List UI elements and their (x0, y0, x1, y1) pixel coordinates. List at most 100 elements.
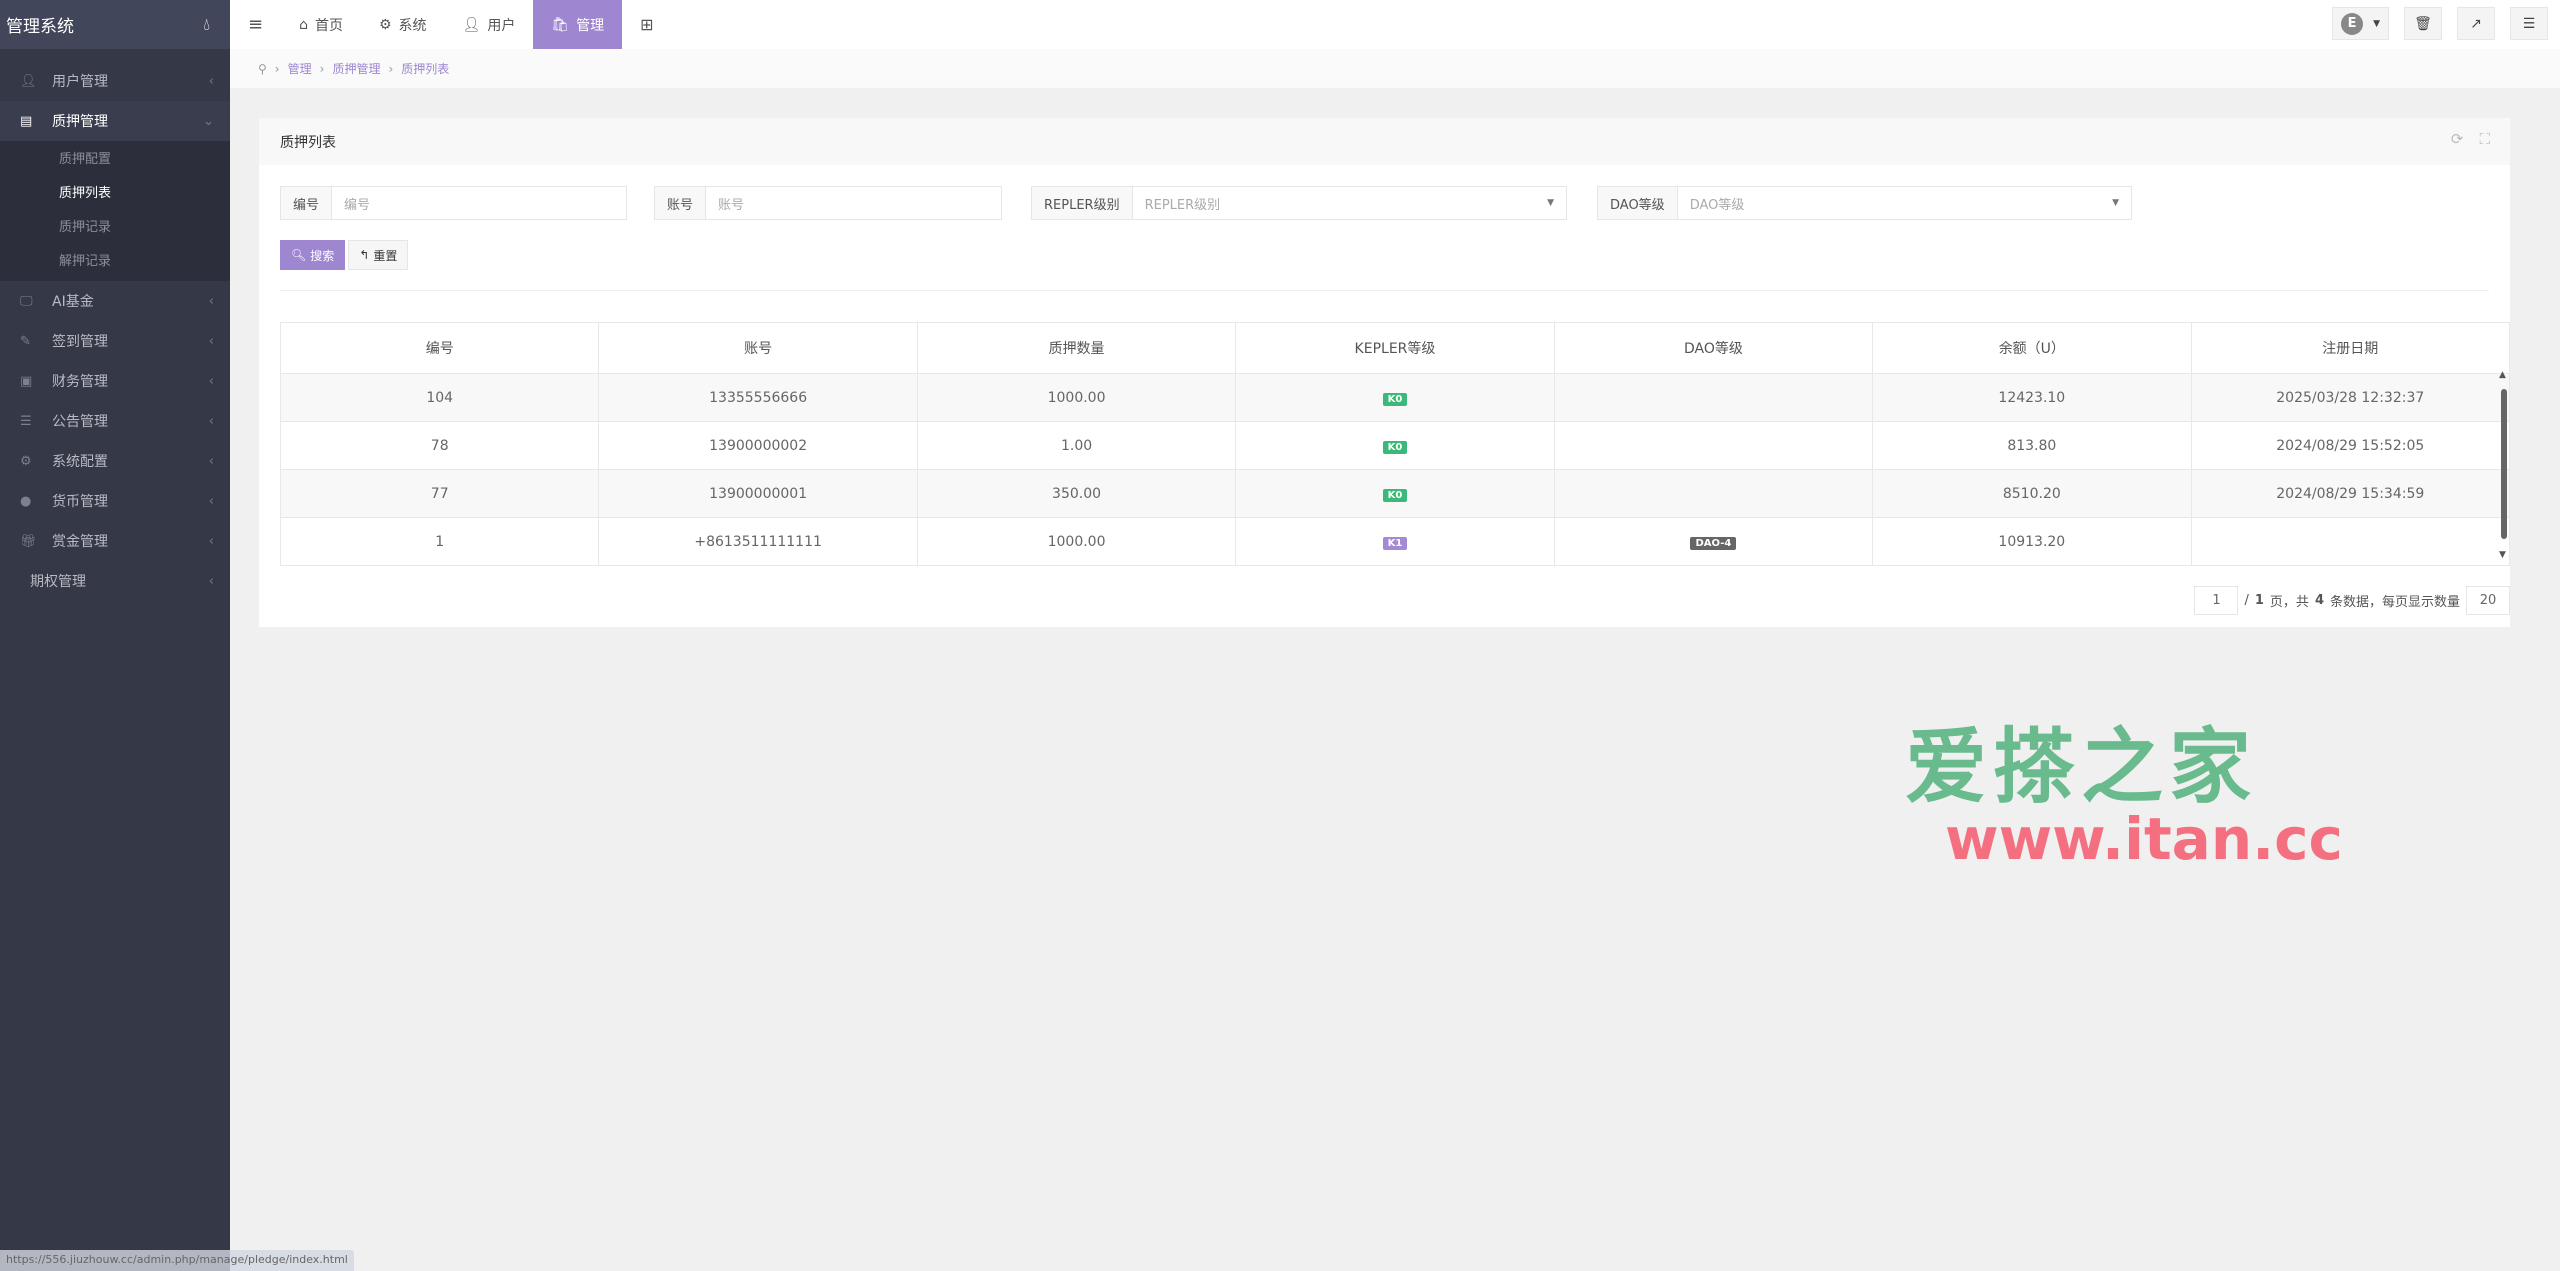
undo-icon: ↰ (359, 248, 370, 262)
chevron-left-icon: ‹ (208, 373, 214, 389)
pager-text: 页，共 (2269, 595, 2309, 610)
cell-kepler: K0 (1235, 421, 1555, 470)
breadcrumb-item[interactable]: 质押列表 (401, 62, 450, 76)
chevron-left-icon: ‹ (208, 533, 214, 549)
divider (280, 290, 2489, 291)
gear-icon: ⚙ (378, 16, 392, 33)
sidebar-item[interactable]: ▤ 质押管理 ⌄ (0, 101, 230, 141)
filter-input[interactable]: 账号 (706, 187, 1001, 219)
cell-kepler: K0 (1235, 469, 1555, 518)
cell-balance: 8510.20 (1872, 469, 2192, 518)
menu-toggle-button[interactable]: ≡ (248, 14, 264, 35)
nav-tab-label: 系统 (398, 17, 427, 34)
table-row: 78 13900000002 1.00 K0 813.80 2024/08/29 15:5… (279, 421, 2511, 470)
pager-text: 条数据，每页显示数量 (2329, 595, 2460, 610)
caret-down-icon: ▼ (2373, 18, 2380, 29)
filter-select[interactable]: DAO等级 ▼ (1678, 187, 2131, 219)
sidebar-item[interactable]: 🎁︎ 赏金管理 ‹ (0, 521, 230, 561)
filter-label: DAO等级 (1598, 187, 1678, 219)
nav-tab-label: 管理 (576, 17, 605, 34)
cell-dao (1553, 373, 1874, 422)
total-count: 4 (2314, 593, 2324, 608)
cell-date: 2024/08/29 15:52:05 (2190, 421, 2511, 470)
sidebar-item-label: 签到管理 (52, 334, 108, 350)
sidebar-item[interactable]: 期权管理 ‹ (0, 561, 230, 601)
user-menu-button[interactable]: E ▼ (2332, 7, 2389, 40)
cell-account: +8613511111111 (598, 517, 918, 566)
settings-panel-button[interactable]: ☰ (2510, 7, 2548, 40)
fullscreen-icon[interactable]: ⛶ (2479, 130, 2490, 148)
sidebar-item[interactable]: ⚙ 系统配置 ‹ (0, 441, 230, 481)
cell-balance: 10913.20 (1872, 517, 2192, 566)
cell-amount: 350.00 (916, 469, 1237, 518)
cell-account: 13900000001 (598, 469, 918, 518)
scroll-down-icon[interactable]: ▼ (2499, 550, 2506, 560)
cell-amount: 1.00 (916, 421, 1237, 470)
money-icon: ▣ (20, 373, 33, 389)
kepler-badge: K0 (1382, 488, 1408, 502)
cell-dao (1553, 469, 1874, 518)
column-header: 编号 (279, 322, 600, 374)
page-input[interactable]: 1 (2194, 586, 2239, 615)
nav-tab[interactable]: ⌂ 首页 (281, 0, 361, 49)
cell-amount: 1000.00 (916, 373, 1237, 422)
sidebar-item[interactable]: 👤︎ 用户管理 ‹ (0, 61, 230, 101)
edit-icon: ✎ (20, 333, 31, 349)
sidebar-subitem[interactable]: 质押记录 (59, 220, 112, 235)
kepler-badge: K1 (1382, 536, 1408, 550)
placeholder: DAO等级 (1689, 197, 1745, 213)
sidebar-subitem[interactable]: 质押列表 (59, 186, 112, 201)
nav-tab[interactable]: ⚙ 系统 (361, 0, 445, 49)
sidebar-item-label: AI基金 (52, 294, 94, 310)
column-header: DAO等级 (1553, 322, 1874, 374)
refresh-icon[interactable]: ⟳ (2450, 130, 2464, 148)
kepler-badge: K0 (1382, 440, 1408, 454)
sidebar-subitem[interactable]: 质押配置 (59, 152, 112, 167)
nav-tab[interactable]: 🛍︎ 管理 (533, 0, 623, 49)
user-icon: 👤︎ (462, 16, 481, 33)
cell-account: 13900000002 (598, 421, 918, 470)
trash-icon: 🗑︎ (2414, 15, 2432, 32)
sidebar-item[interactable]: ✎ 签到管理 ‹ (0, 321, 230, 361)
watermark: 爱搽之家 www.itan.cc (1895, 700, 2455, 880)
sidebar-item[interactable]: ● 货币管理 ‹ (0, 481, 230, 521)
sidebar-item[interactable]: 🖵 AI基金 ‹ (0, 281, 230, 321)
placeholder: 账号 (718, 197, 745, 213)
sidebar-item[interactable]: ☰ 公告管理 ‹ (0, 401, 230, 441)
nav-tab[interactable]: 👤︎ 用户 (445, 0, 534, 49)
status-bar-url: https://556.jiuzhouw.cc/admin.php/manage… (0, 1250, 354, 1271)
chevron-left-icon: ‹ (208, 573, 214, 589)
pagination: 1 / 1 页，共 4 条数据，每页显示数量 20 (2194, 586, 2510, 615)
external-link-icon: ↗ (2470, 15, 2482, 32)
nav-tab-label: 用户 (487, 17, 516, 34)
open-site-button[interactable]: ↗ (2457, 7, 2495, 40)
shopping-bag-icon: 🛍︎ (551, 16, 570, 33)
filter-select[interactable]: REPLER级别 ▼ (1133, 187, 1566, 219)
clear-cache-button[interactable]: 🗑︎ (2404, 7, 2442, 40)
sidebar-subitem[interactable]: 解押记录 (59, 254, 112, 269)
theme-drop-icon[interactable]: 💧︎ (203, 14, 210, 35)
home-icon: ⌂ (299, 16, 308, 33)
cell-id: 77 (279, 469, 600, 518)
search-button[interactable]: 🔍︎ 搜索 (280, 240, 346, 270)
nav-tab-label: 首页 (314, 17, 343, 34)
table-row: 1 +8613511111111 1000.00 K1 DAO-4 10913.20 (279, 517, 2511, 566)
gift-icon: 🎁︎ (20, 533, 37, 549)
chevron-left-icon: ‹ (208, 453, 214, 469)
table-scrollbar[interactable]: ▲ ▼ (2498, 370, 2510, 560)
sidebar-item[interactable]: ▣ 财务管理 ‹ (0, 361, 230, 401)
sidebar-item-label: 财务管理 (52, 374, 108, 390)
per-page-input[interactable]: 20 (2466, 586, 2510, 615)
sidebar-item-label: 质押管理 (52, 114, 108, 130)
filter-group: DAO等级 DAO等级 ▼ (1597, 186, 2132, 220)
filter-label: 账号 (655, 187, 707, 219)
filter-input[interactable]: 编号 (332, 187, 626, 219)
apps-grid-icon[interactable]: ⊞ (640, 15, 654, 34)
scrollbar-thumb[interactable] (2501, 389, 2507, 539)
filter-group: 账号 账号 (654, 186, 1002, 220)
reset-button[interactable]: ↰ 重置 (348, 240, 409, 270)
scroll-up-icon[interactable]: ▲ (2499, 370, 2506, 380)
breadcrumb-item[interactable]: 管理 (287, 62, 312, 76)
breadcrumb-item[interactable]: 质押管理 (332, 62, 381, 76)
cell-amount: 1000.00 (916, 517, 1237, 566)
